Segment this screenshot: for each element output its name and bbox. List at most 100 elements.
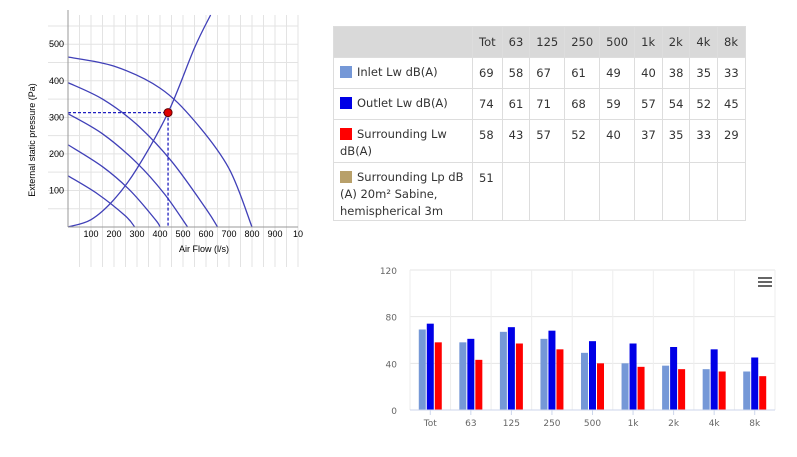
y-tick-label: 40	[386, 360, 398, 370]
x-tick-label: 10	[293, 229, 303, 239]
legend-swatch	[340, 66, 352, 78]
table-cell: 58	[472, 119, 503, 163]
x-tick-label: 600	[198, 229, 213, 239]
table-cell: 35	[661, 119, 691, 163]
table-cell: 67	[529, 57, 566, 89]
legend-swatch	[340, 128, 352, 140]
table-cell: 71	[529, 88, 566, 120]
row-label: Surrounding Lw dB(A)	[340, 127, 447, 158]
x-tick-label: Tot	[423, 419, 437, 429]
x-tick-label: 8k	[749, 419, 761, 429]
bar[interactable]	[759, 376, 767, 410]
row-label-cell: Surrounding Lw dB(A)	[333, 119, 473, 163]
x-tick-label: 800	[244, 229, 259, 239]
bar[interactable]	[499, 331, 507, 410]
fan-curves	[67, 14, 253, 228]
table-row: Surrounding Lw dB(A) 58 43 57 52 40 37 35 33 29	[333, 119, 746, 163]
bar[interactable]	[751, 357, 759, 411]
table-cell: 35	[689, 57, 719, 89]
bar[interactable]	[589, 341, 596, 410]
table-cell: 59	[599, 88, 636, 120]
table-header-cell: 2k	[661, 26, 691, 58]
y-tick-label: 120	[380, 267, 397, 277]
table-header-row: Tot 63 125 250 500 1k 2k 4k 8k	[333, 26, 746, 58]
bar[interactable]	[426, 323, 434, 410]
row-label: Surrounding Lp dB (A) 20m² Sabine, hemis…	[340, 170, 464, 218]
fan-curve-line	[67, 144, 161, 228]
table-cell	[501, 162, 531, 221]
bar[interactable]	[702, 369, 710, 410]
fan-curve-line	[67, 175, 136, 228]
bar[interactable]	[515, 343, 523, 411]
fan-chart-grid	[48, 15, 299, 267]
table-cell	[689, 162, 719, 221]
x-tick-label: 300	[129, 229, 144, 239]
table-header-cell: 1k	[634, 26, 663, 58]
table-cell: 43	[501, 119, 531, 163]
bar[interactable]	[637, 366, 645, 410]
table-cell	[661, 162, 691, 221]
table-cell	[634, 162, 663, 221]
table-header-cell: 500	[599, 26, 636, 58]
table-cell: 49	[599, 57, 636, 89]
table-cell: 33	[717, 57, 746, 89]
table-header-cell: 63	[501, 26, 531, 58]
x-tick-label: 900	[267, 229, 282, 239]
x-tick-label: 4k	[709, 419, 721, 429]
x-tick-label: 700	[221, 229, 236, 239]
legend-swatch	[340, 97, 352, 109]
table-cell: 74	[472, 88, 503, 120]
table-cell: 45	[717, 88, 746, 120]
fan-curve-chart: 100 200 300 400 500 600 700 800 900 10 100 200 300 40…	[27, 10, 303, 267]
y-tick-label: 400	[49, 76, 64, 86]
table-cell	[564, 162, 601, 221]
bar[interactable]	[459, 342, 467, 410]
sound-bar-chart: 0 40 80 120 Tot 63 125 250 500 1k 2k 4k 8k	[380, 267, 776, 429]
bar[interactable]	[621, 363, 629, 410]
fan-y-axis-label: External static pressure (Pa)	[27, 83, 37, 197]
bar[interactable]	[548, 330, 556, 410]
table-cell: 68	[564, 88, 601, 120]
table-cell: 37	[634, 119, 663, 163]
fan-chart-axes: 100 200 300 400 500 600 700 800 900 10 100 200 300 40…	[49, 10, 303, 239]
table-row: Inlet Lw dB(A) 69 58 67 61 49 40 38 35 33	[333, 57, 746, 89]
x-tick-label: 63	[465, 419, 476, 429]
bar[interactable]	[475, 359, 483, 410]
x-tick-label: 1k	[628, 419, 640, 429]
y-tick-label: 80	[386, 314, 398, 324]
system-curve-line	[67, 14, 212, 228]
bar[interactable]	[597, 363, 604, 410]
bar[interactable]	[629, 343, 637, 411]
bar[interactable]	[556, 349, 564, 410]
table-cell: 61	[501, 88, 531, 120]
hamburger-menu-icon[interactable]	[758, 277, 772, 287]
bar[interactable]	[710, 349, 718, 410]
y-tick-label: 300	[49, 112, 64, 122]
table-cell: 33	[689, 119, 719, 163]
x-tick-label: 100	[83, 229, 98, 239]
y-tick-label: 200	[49, 149, 64, 159]
bar[interactable]	[540, 338, 548, 410]
bar[interactable]	[418, 329, 426, 411]
bar-chart-axes: 0 40 80 120 Tot 63 125 250 500 1k 2k 4k 8k	[380, 267, 775, 429]
operating-point-marker[interactable]	[163, 108, 173, 118]
table-row: Outlet Lw dB(A) 74 61 71 68 59 57 54 52 45	[333, 88, 746, 120]
bar[interactable]	[670, 347, 678, 410]
x-tick-label: 250	[543, 419, 560, 429]
x-tick-label: 200	[106, 229, 121, 239]
bar[interactable]	[743, 371, 751, 411]
table-cell: 58	[501, 57, 531, 89]
table-cell: 40	[599, 119, 636, 163]
bar[interactable]	[467, 338, 475, 410]
bar[interactable]	[507, 327, 515, 410]
bar[interactable]	[718, 371, 726, 411]
table-cell: 52	[689, 88, 719, 120]
table-cell: 51	[472, 162, 503, 221]
bar[interactable]	[581, 352, 588, 410]
bar-chart-bars	[418, 323, 767, 411]
x-tick-label: 125	[503, 419, 520, 429]
bar[interactable]	[434, 342, 442, 410]
bar[interactable]	[662, 365, 670, 410]
bar[interactable]	[678, 369, 686, 410]
table-cell: 54	[661, 88, 691, 120]
